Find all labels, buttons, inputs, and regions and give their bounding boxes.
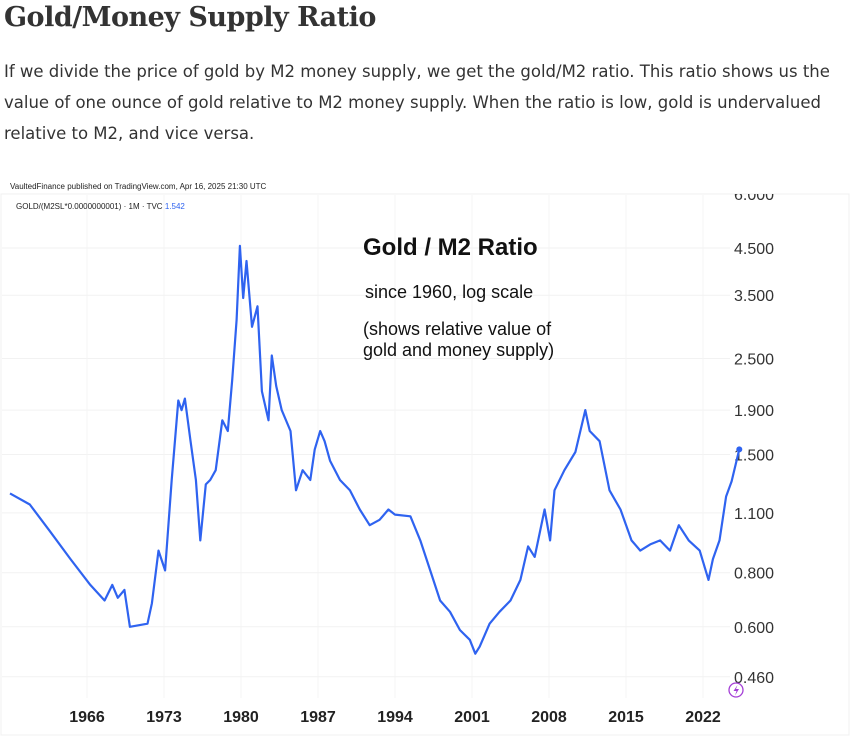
x-axis: 1966 1973 1980 1987 1994 2001 2008 2015 2022 [69, 709, 721, 726]
x-tick-label: 1973 [146, 709, 182, 726]
chart-title: Gold / M2 Ratio [363, 234, 538, 261]
article-title: Gold/Money Supply Ratio [4, 2, 376, 33]
annotation-line-1: (shows relative value of [363, 319, 552, 339]
last-point [736, 446, 743, 453]
symbol-line: GOLD/(M2SL*0.0000000001) · 1M · TVC 1.54… [16, 202, 185, 211]
last-value: 1.542 [165, 202, 186, 211]
x-tick-label: 1980 [223, 709, 259, 726]
y-tick-label: 1.100 [734, 506, 774, 523]
y-tick-label: 0.460 [734, 670, 774, 687]
chart-subtitle: since 1960, log scale [365, 282, 533, 302]
annotation-line-2: gold and money supply) [363, 340, 554, 360]
y-tick-label: 0.800 [734, 566, 774, 583]
x-tick-label: 2008 [531, 709, 567, 726]
x-tick-label: 2015 [608, 709, 644, 726]
y-tick-label: 1.500 [734, 448, 774, 465]
y-axis: 6.000 4.500 3.500 2.500 1.900 1.500 1.100 0.800… [734, 187, 774, 687]
y-tick-label: 1.900 [734, 403, 774, 420]
lightning-icon[interactable] [728, 682, 744, 698]
publisher-line: VaultedFinance published on TradingView.… [10, 182, 267, 191]
y-tick-label: 4.500 [734, 241, 774, 258]
series-line [9, 244, 741, 655]
y-tick-label: 0.600 [734, 620, 774, 637]
y-tick-label: 6.000 [734, 187, 774, 204]
x-tick-label: 1994 [377, 709, 413, 726]
article-intro: If we divide the price of gold by M2 mon… [4, 62, 830, 143]
x-tick-label: 2022 [685, 709, 721, 726]
x-tick-label: 1987 [300, 709, 336, 726]
x-tick-label: 2001 [454, 709, 490, 726]
y-tick-label: 2.500 [734, 352, 774, 369]
y-tick-label: 3.500 [734, 288, 774, 305]
gold-m2-chart: 6.000 4.500 3.500 2.500 1.900 1.500 1.100 0.800… [0, 178, 859, 737]
x-tick-label: 1966 [69, 709, 105, 726]
